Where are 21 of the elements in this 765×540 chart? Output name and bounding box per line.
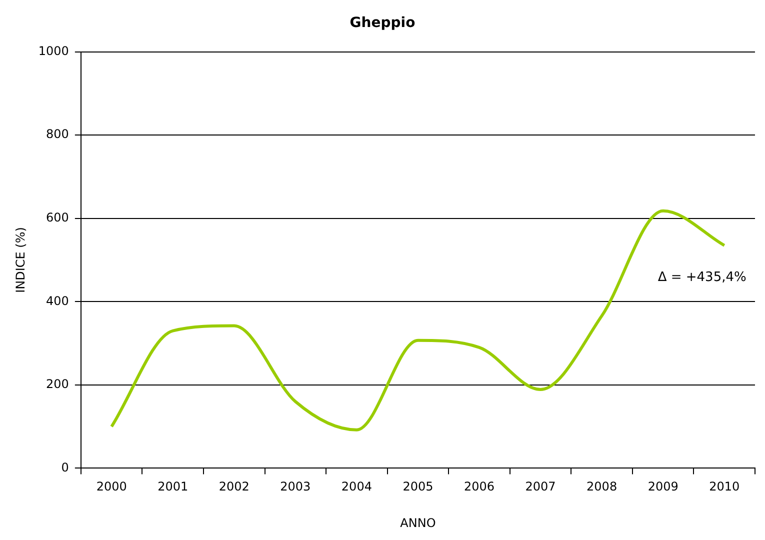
y-axis-title: INDICE (%) [13,227,28,293]
x-tick-label: 2004 [341,480,372,494]
y-tick-label: 0 [61,460,69,474]
x-tick-label: 2003 [280,480,311,494]
x-tick-label: 2002 [218,480,250,494]
x-tick-label: 2005 [402,480,434,494]
chart-title: Gheppio [350,15,416,32]
y-tick-label: 400 [46,294,69,308]
x-axis-title: ANNO [400,516,436,530]
y-tick-label: 1000 [38,44,69,58]
x-tick-label: 2010 [709,480,740,494]
x-tick-label: 2007 [525,480,556,494]
x-tick-label: 2008 [586,480,618,494]
x-tick-label: 2009 [648,480,678,494]
y-tick-label: 600 [46,210,69,224]
annotation: Δ = +435,4% [658,270,746,285]
x-tick-label: 2000 [96,480,127,494]
x-tick-label: 2006 [464,480,495,494]
y-tick-label: 200 [46,377,69,392]
y-tick-label: 800 [46,127,69,142]
x-tick-label: 2001 [158,480,188,494]
